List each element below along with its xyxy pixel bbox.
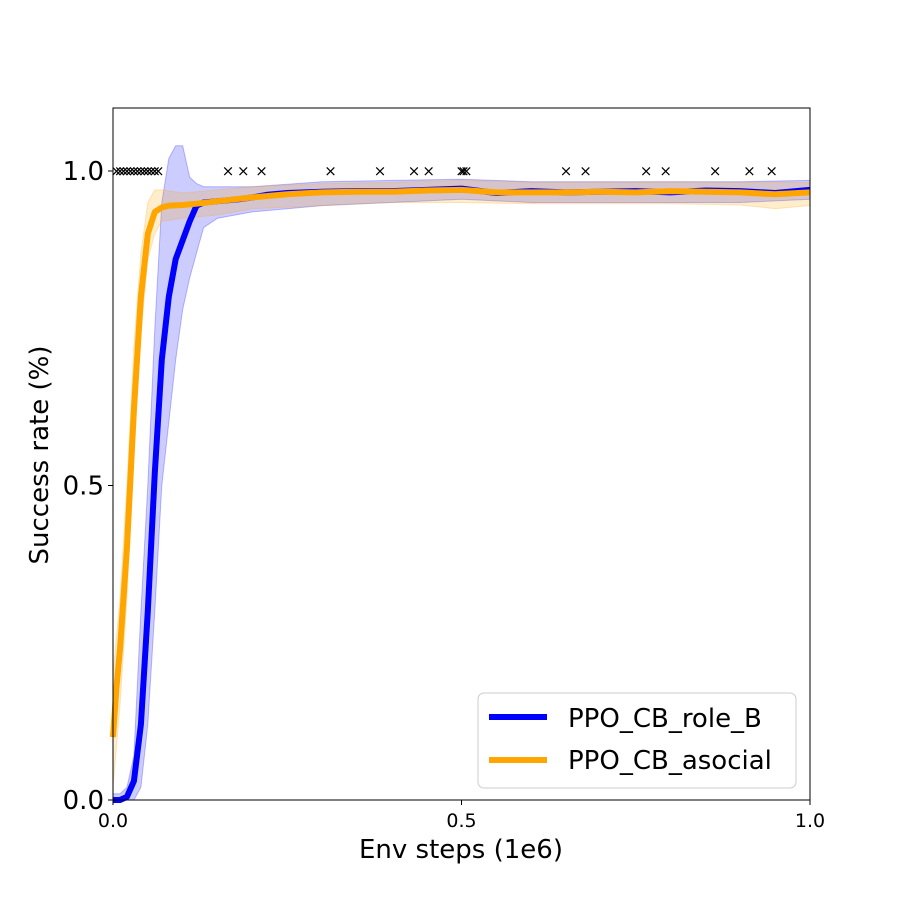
marker-x: ×: [560, 162, 573, 180]
marker-x: ×: [709, 162, 722, 180]
marker-x: ×: [128, 162, 141, 180]
marker-x: ×: [138, 162, 151, 180]
marker-x: ×: [149, 162, 162, 180]
marker-x: ×: [324, 162, 337, 180]
marker-x: ×: [255, 162, 268, 180]
marker-x: ×: [135, 162, 148, 180]
marker-x: ×: [579, 162, 592, 180]
marker-x: ×: [145, 162, 158, 180]
legend: PPO_CB_role_B PPO_CB_asocial: [477, 692, 797, 789]
series-line-ppo-cb-asocial: [110, 186, 811, 738]
y-axis-title: Success rate (%): [25, 346, 55, 565]
legend-label-role-b: PPO_CB_role_B: [568, 704, 762, 734]
y-tick-label: 0.0: [63, 786, 104, 816]
x-axis-ticks: 0.0 0.5 1.0: [98, 800, 825, 832]
marker-x: ×: [131, 162, 144, 180]
series-lines: [110, 185, 811, 803]
marker-x: ×: [460, 162, 473, 180]
x-axis-title: Env steps (1e6): [359, 835, 563, 865]
marker-x: ×: [457, 162, 470, 180]
marker-x: ×: [142, 162, 155, 180]
y-tick-label: 0.5: [63, 472, 104, 502]
marker-x: ×: [121, 162, 134, 180]
y-axis-ticks: 0.0 0.5 1.0: [63, 157, 113, 816]
marker-x: ×: [455, 162, 468, 180]
x-tick-label: 0.0: [98, 810, 128, 832]
x-tick-label: 0.5: [446, 810, 476, 832]
event-markers: ××××××××××××× × × × × × × × ××× × × × × × × ×: [110, 162, 778, 180]
marker-x: ×: [152, 162, 165, 180]
marker-x: ×: [640, 162, 653, 180]
marker-x: ×: [222, 162, 235, 180]
marker-x: ×: [117, 162, 130, 180]
legend-label-asocial: PPO_CB_asocial: [568, 746, 772, 776]
marker-x: ×: [659, 162, 672, 180]
marker-x: ×: [114, 162, 127, 180]
marker-x: ×: [422, 162, 435, 180]
marker-x: ×: [374, 162, 387, 180]
marker-x: ×: [408, 162, 421, 180]
marker-x: ×: [237, 162, 250, 180]
marker-x: ×: [124, 162, 137, 180]
marker-x: ×: [743, 162, 756, 180]
x-tick-label: 1.0: [795, 810, 825, 832]
legend-box: [477, 692, 797, 789]
y-tick-label: 1.0: [63, 157, 104, 187]
marker-x: ×: [765, 162, 778, 180]
